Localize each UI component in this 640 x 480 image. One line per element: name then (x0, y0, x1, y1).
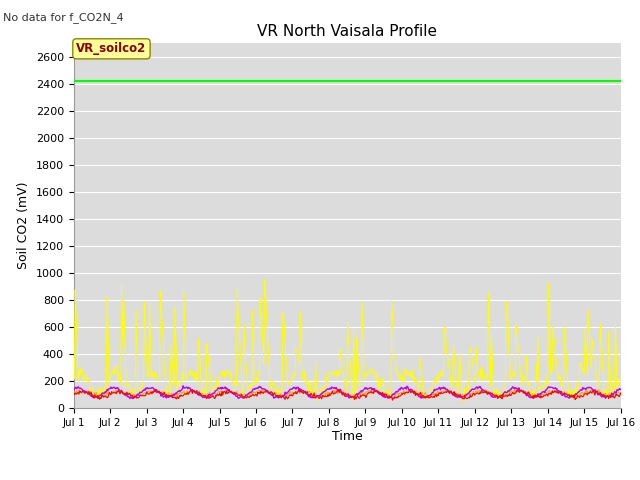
Text: VR_soilco2: VR_soilco2 (76, 42, 147, 55)
Title: VR North Vaisala Profile: VR North Vaisala Profile (257, 24, 437, 39)
X-axis label: Time: Time (332, 431, 363, 444)
Text: No data for f_CO2N_4: No data for f_CO2N_4 (3, 12, 124, 23)
Legend: CO2N_1, CO2N_2, CO2N_3, North -4cm, East -4cm: CO2N_1, CO2N_2, CO2N_3, North -4cm, East… (107, 478, 588, 480)
Y-axis label: Soil CO2 (mV): Soil CO2 (mV) (17, 182, 30, 269)
